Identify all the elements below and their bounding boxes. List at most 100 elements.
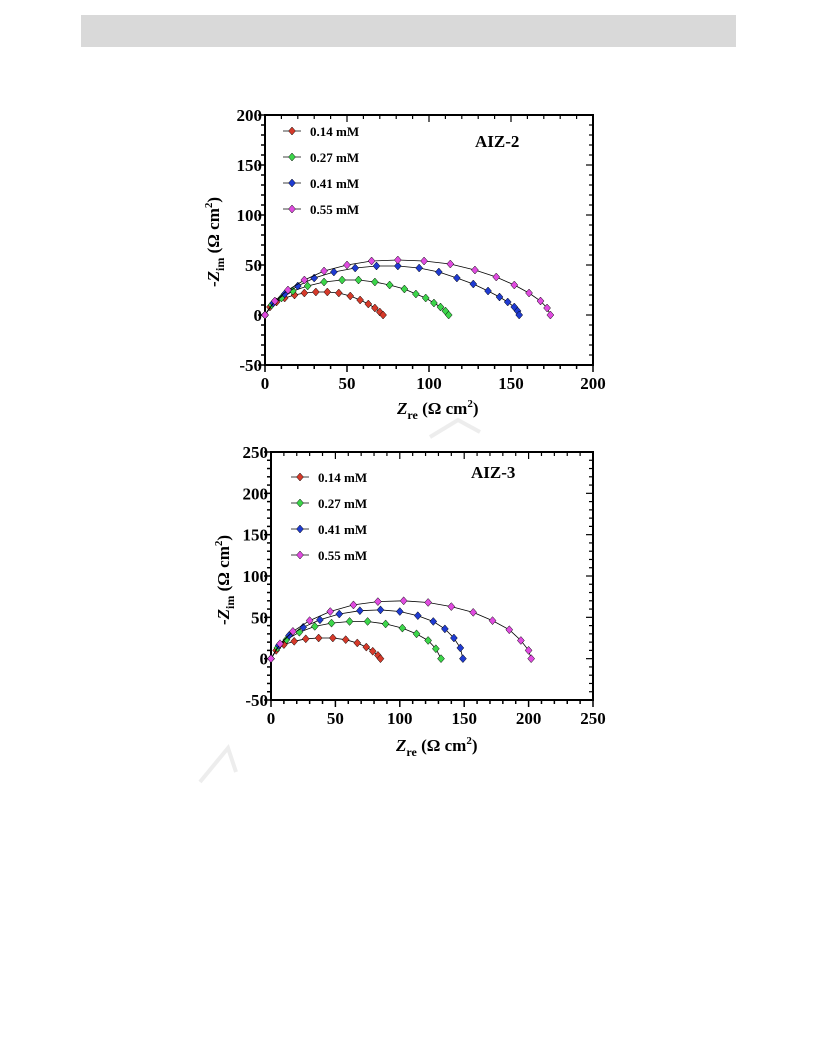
data-point <box>372 261 381 271</box>
x-tick-label: 200 <box>516 709 542 728</box>
data-point <box>316 615 324 625</box>
data-point <box>284 285 292 295</box>
legend-label: 0.41 mM <box>318 522 367 537</box>
series-4 <box>267 596 536 664</box>
data-point <box>356 295 364 305</box>
data-point <box>376 605 385 615</box>
data-point <box>412 629 421 639</box>
data-point <box>276 639 284 649</box>
data-point <box>290 636 299 646</box>
data-point <box>334 288 343 298</box>
legend-entry: 0.27 mM <box>283 150 359 165</box>
data-point <box>385 280 394 290</box>
fit-line <box>264 279 450 316</box>
data-point <box>424 598 432 607</box>
series-1 <box>261 287 387 320</box>
data-point <box>430 298 438 308</box>
legend-marker <box>288 204 296 214</box>
data-point <box>356 606 364 616</box>
data-point <box>335 609 344 619</box>
y-tick-label: 50 <box>251 608 268 627</box>
series-3 <box>261 261 524 320</box>
data-point <box>371 277 379 287</box>
legend-marker <box>296 498 304 508</box>
x-tick-label: 150 <box>498 374 524 393</box>
data-point <box>300 288 309 298</box>
y-tick-label: 50 <box>245 256 262 275</box>
data-point <box>303 281 312 291</box>
data-point <box>432 644 440 654</box>
data-point <box>453 273 461 283</box>
data-point <box>437 654 445 664</box>
data-point <box>446 259 455 269</box>
header-bar <box>81 15 736 47</box>
data-point <box>376 654 385 664</box>
data-point <box>503 297 512 307</box>
data-point <box>346 291 355 301</box>
data-point <box>362 642 371 652</box>
data-point <box>300 275 309 285</box>
legend-label: 0.41 mM <box>310 176 359 191</box>
data-point <box>363 617 372 626</box>
data-point <box>517 636 525 645</box>
data-point <box>435 267 443 277</box>
data-point <box>536 296 545 306</box>
data-point <box>338 275 346 285</box>
data-point <box>399 596 408 606</box>
legend-label: 0.14 mM <box>310 124 359 139</box>
data-point <box>495 292 504 302</box>
data-point <box>261 310 269 320</box>
data-point <box>354 275 363 285</box>
data-point <box>471 265 479 275</box>
watermark-stroke <box>198 743 238 784</box>
data-point <box>510 280 519 290</box>
data-point <box>328 633 337 643</box>
data-point <box>488 616 497 626</box>
y-tick-label: 150 <box>243 526 269 545</box>
y-tick-label: 100 <box>237 206 263 225</box>
legend-marker <box>296 524 304 534</box>
data-point <box>343 260 351 270</box>
data-point <box>436 302 445 312</box>
x-tick-label: 0 <box>261 374 270 393</box>
data-point <box>326 607 335 616</box>
data-point <box>314 633 323 643</box>
panel-title: AIZ-2 <box>475 132 519 151</box>
data-point <box>450 633 458 643</box>
data-point <box>305 616 314 626</box>
y-tick-label: 200 <box>237 106 263 125</box>
data-point <box>271 296 279 306</box>
y-tick-label: -50 <box>239 356 262 375</box>
legend-label: 0.27 mM <box>318 496 367 511</box>
data-point <box>456 643 465 653</box>
legend-label: 0.55 mM <box>310 202 359 217</box>
data-point <box>492 272 501 282</box>
x-tick-label: 100 <box>387 709 413 728</box>
series-2 <box>261 275 453 320</box>
data-point <box>441 624 449 634</box>
y-tick-label: 200 <box>243 484 269 503</box>
data-point <box>267 654 275 664</box>
data-point <box>367 256 376 266</box>
data-point <box>447 602 456 611</box>
x-tick-label: 200 <box>580 374 606 393</box>
data-point <box>543 303 551 313</box>
legend-entry: 0.14 mM <box>291 470 367 485</box>
legend-marker <box>296 472 304 482</box>
data-point <box>327 618 336 628</box>
data-point <box>469 607 478 617</box>
data-point <box>341 635 350 645</box>
legend-entry: 0.41 mM <box>291 522 367 537</box>
data-point <box>353 638 362 648</box>
y-axis-title: -Zim (Ω cm2) <box>203 197 227 287</box>
data-point <box>394 261 402 271</box>
data-point <box>515 310 524 320</box>
data-point <box>444 310 453 320</box>
data-point <box>527 654 536 664</box>
watermark-strokes <box>198 417 481 784</box>
data-point <box>374 597 382 607</box>
legend-label: 0.55 mM <box>318 548 367 563</box>
data-point <box>524 646 533 655</box>
